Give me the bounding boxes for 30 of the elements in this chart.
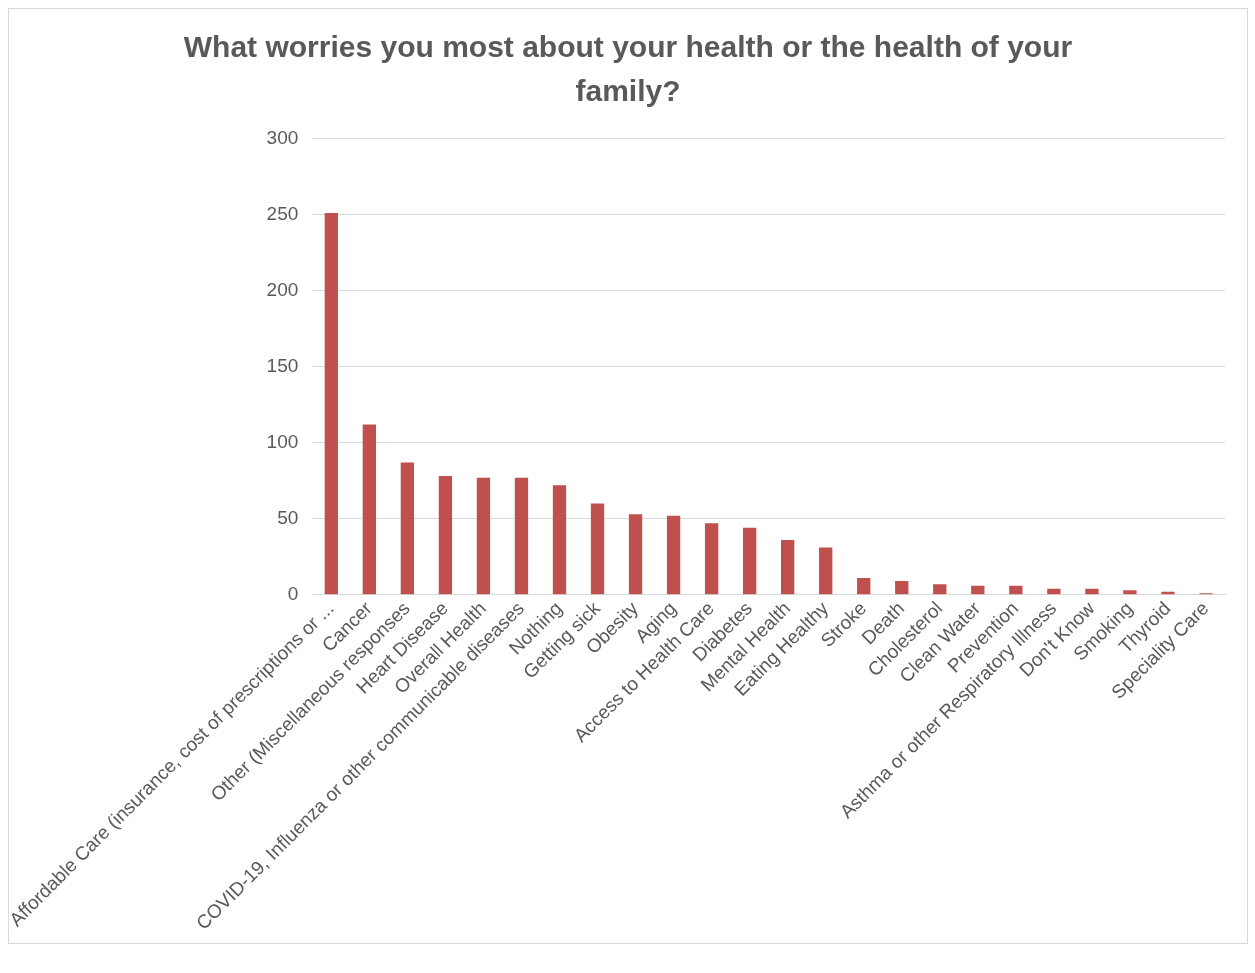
bar (324, 212, 338, 595)
bar (552, 485, 567, 595)
y-tick-label: 300 (266, 126, 299, 148)
y-tick-label: 100 (266, 430, 299, 452)
bar (1123, 590, 1137, 595)
bar (1047, 588, 1061, 595)
chart-title: What worries you most about your health or the health of your family? (182, 29, 1074, 109)
bar (742, 527, 757, 595)
y-tick-label: 0 (287, 583, 299, 605)
bar (781, 540, 795, 595)
bar (895, 581, 909, 595)
bar (438, 476, 453, 595)
bar (628, 514, 643, 595)
bar (857, 578, 871, 595)
bar (590, 503, 605, 595)
bar (476, 477, 491, 595)
bar (971, 585, 985, 595)
y-tick-label: 150 (266, 354, 299, 376)
bar (400, 462, 415, 595)
bar (819, 547, 833, 595)
bar (704, 523, 719, 595)
y-tick-label: 200 (266, 278, 299, 300)
y-tick-label: 250 (266, 202, 299, 224)
bar (666, 515, 681, 595)
bar (514, 477, 529, 595)
bar (1085, 588, 1099, 595)
bar (933, 584, 947, 595)
bar (362, 424, 376, 595)
y-tick-label: 50 (277, 506, 299, 528)
bar (1009, 585, 1023, 595)
